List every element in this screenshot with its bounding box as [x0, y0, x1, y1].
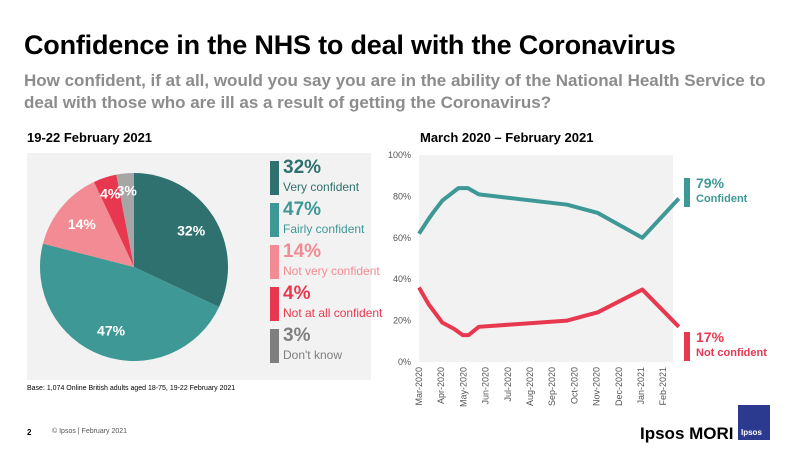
legend-label: Not very confident — [283, 264, 380, 278]
logo-text: Ipsos — [741, 428, 762, 437]
legend-swatch — [270, 161, 279, 195]
copyright: © Ipsos | February 2021 — [52, 428, 128, 435]
brand-name: Ipsos MORI — [640, 424, 734, 443]
y-tick-label: 60% — [393, 233, 411, 243]
legend-swatch — [270, 245, 279, 279]
x-tick-label: Mar-2020 — [414, 367, 424, 406]
question-subtitle: How confident, if at all, would you say … — [24, 71, 766, 112]
pie-panel: 32% 47% 14% 4% 3% 32% Very confident 47% Fairly… — [27, 153, 382, 380]
x-tick-label: Sep-2020 — [547, 367, 557, 406]
x-tick-label: Jun-2020 — [481, 367, 491, 405]
pie-slice — [134, 173, 229, 308]
ipsos-logo: Ipsos — [738, 405, 770, 440]
pie-chart: 32% 47% 14%4%3% — [40, 173, 229, 361]
x-tick-label: Feb-2021 — [658, 367, 668, 406]
legend-swatch — [270, 287, 279, 321]
line-chart: 0% 20% 40% 60% 80% 100% Mar-2020 Apr-2020 May-20… — [388, 150, 681, 407]
y-tick-label: 80% — [393, 191, 411, 201]
series-line-not-confident — [417, 286, 681, 338]
x-tick-label: Jan-2021 — [636, 367, 646, 405]
legend-label: Not at all confident — [283, 306, 383, 320]
x-tick-label: Oct-2020 — [569, 367, 579, 404]
end-value: 79% — [696, 175, 725, 192]
pie-slice — [42, 181, 134, 267]
pie-chart-title: 19-22 February 2021 — [27, 130, 153, 145]
pie-slice — [116, 173, 134, 267]
y-tick-label: 40% — [393, 274, 411, 284]
legend-value: 47% — [283, 199, 322, 220]
pie-data-label: 14% — [68, 216, 97, 232]
end-label-bar — [684, 178, 690, 208]
pie-data-label: 32% — [177, 223, 206, 239]
legend-swatch — [270, 329, 279, 363]
base-note: Base: 1,074 Online British adults aged 1… — [27, 385, 236, 392]
x-tick-label: Jul-2020 — [503, 367, 513, 402]
legend-swatch — [270, 203, 279, 237]
end-series-name: Confident — [696, 193, 748, 206]
pie-data-label: 47% — [97, 323, 126, 339]
pie-slice — [40, 243, 220, 361]
y-tick-label: 20% — [393, 316, 411, 326]
end-value: 17% — [696, 328, 725, 345]
x-tick-label: May-2020 — [458, 367, 468, 407]
pie-data-label: 4% — [100, 186, 121, 202]
legend-value: 3% — [283, 325, 311, 346]
legend-value: 4% — [283, 283, 311, 304]
pie-data-label: 3% — [117, 182, 138, 198]
line-chart-title: March 2020 – February 2021 — [420, 130, 594, 145]
x-tick-label: Nov-2020 — [592, 367, 602, 406]
legend-value: 14% — [283, 241, 322, 262]
legend-label: Don't know — [283, 348, 342, 362]
x-tick-label: Apr-2020 — [436, 367, 446, 404]
x-tick-label: Dec-2020 — [614, 367, 624, 406]
end-series-name: Not confident — [696, 346, 767, 359]
y-tick-label: 0% — [398, 357, 411, 367]
end-label-bar — [684, 331, 690, 361]
slide-title: Confidence in the NHS to deal with the C… — [24, 30, 676, 60]
legend-label: Very confident — [283, 180, 360, 194]
y-tick-label: 100% — [388, 150, 411, 160]
x-tick-label: Aug-2020 — [525, 367, 535, 406]
legend-label: Fairly confident — [283, 222, 365, 236]
pie-slice — [93, 174, 134, 267]
legend-value: 32% — [283, 157, 322, 178]
series-line-confident — [417, 186, 681, 240]
page-number: 2 — [27, 428, 32, 437]
